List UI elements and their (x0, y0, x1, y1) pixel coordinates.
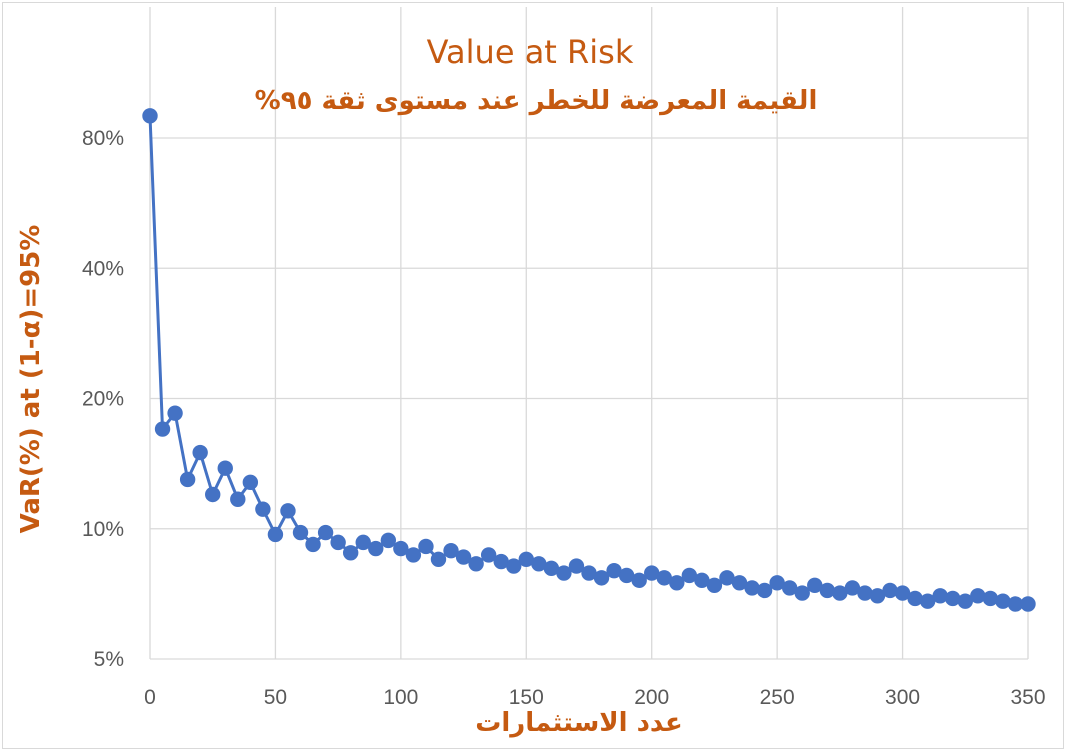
data-point (154, 421, 171, 437)
data-point (355, 534, 371, 551)
data-point (882, 582, 898, 599)
data-point (857, 585, 873, 601)
data-point (393, 540, 409, 557)
data-point (455, 549, 472, 565)
y-tick-label: 40% (82, 257, 124, 280)
data-point (217, 460, 233, 476)
data-point (368, 540, 384, 557)
data-point (267, 526, 284, 543)
x-tick-label: 0 (144, 686, 156, 709)
data-point (706, 577, 723, 594)
data-point (167, 405, 183, 421)
data-point (280, 503, 296, 519)
y-tick-label: 20% (82, 388, 124, 411)
var-line-chart: 0 50 100 150 200 250 300 350 5% 10% 20% 40% 80% Val… (16, 7, 1046, 738)
gridlines (149, 7, 1029, 660)
data-point (744, 580, 760, 596)
data-point (631, 572, 647, 589)
data-point (480, 547, 497, 563)
data-point (593, 570, 610, 586)
data-point (255, 501, 271, 517)
data-point (794, 585, 810, 601)
y-tick-label: 80% (82, 127, 124, 150)
y-tick-label: 10% (82, 518, 124, 541)
data-point (430, 551, 447, 567)
y-axis-ticks: 5% 10% 20% 40% 80% (82, 127, 124, 671)
x-tick-label: 200 (634, 686, 669, 709)
data-point (970, 588, 986, 604)
data-point (380, 532, 397, 549)
data-point (506, 558, 522, 574)
data-point (305, 536, 321, 553)
x-tick-label: 350 (1010, 686, 1045, 709)
data-point (405, 547, 422, 563)
data-point (932, 588, 948, 604)
chart-title: Value at Risk (427, 33, 634, 71)
data-point (342, 545, 359, 561)
data-point (819, 582, 836, 599)
data-point (242, 474, 259, 491)
data-point (945, 590, 961, 607)
data-point (192, 444, 208, 461)
data-point (230, 491, 246, 507)
x-tick-label: 150 (509, 686, 544, 709)
data-point (317, 524, 334, 541)
chart-subtitle: القيمة المعرضة للخطر عند مستوى ثقة ٩٥% (255, 86, 818, 116)
data-point (292, 524, 309, 541)
y-axis-title: VaR(%) at (1-α)=95% (16, 225, 46, 534)
data-point (443, 542, 459, 559)
x-tick-label: 250 (760, 686, 795, 709)
data-point (179, 471, 196, 488)
data-point (568, 558, 585, 574)
data-point (330, 534, 346, 551)
data-point (982, 590, 999, 607)
data-point (756, 582, 773, 599)
series-var (142, 108, 1036, 612)
data-point (995, 593, 1011, 609)
data-point (669, 575, 685, 591)
data-point (418, 538, 434, 555)
data-point (907, 590, 923, 607)
data-point (142, 108, 158, 124)
data-point (205, 486, 221, 503)
x-tick-label: 300 (885, 686, 920, 709)
x-axis-title: عدد الاستثمارات (475, 708, 682, 738)
x-tick-label: 100 (383, 686, 418, 709)
y-tick-label: 5% (94, 648, 124, 671)
data-point (1020, 596, 1036, 612)
x-tick-label: 50 (264, 686, 287, 709)
data-point (468, 556, 484, 572)
data-point (556, 565, 572, 581)
x-axis-ticks: 0 50 100 150 200 250 300 350 (144, 686, 1045, 709)
